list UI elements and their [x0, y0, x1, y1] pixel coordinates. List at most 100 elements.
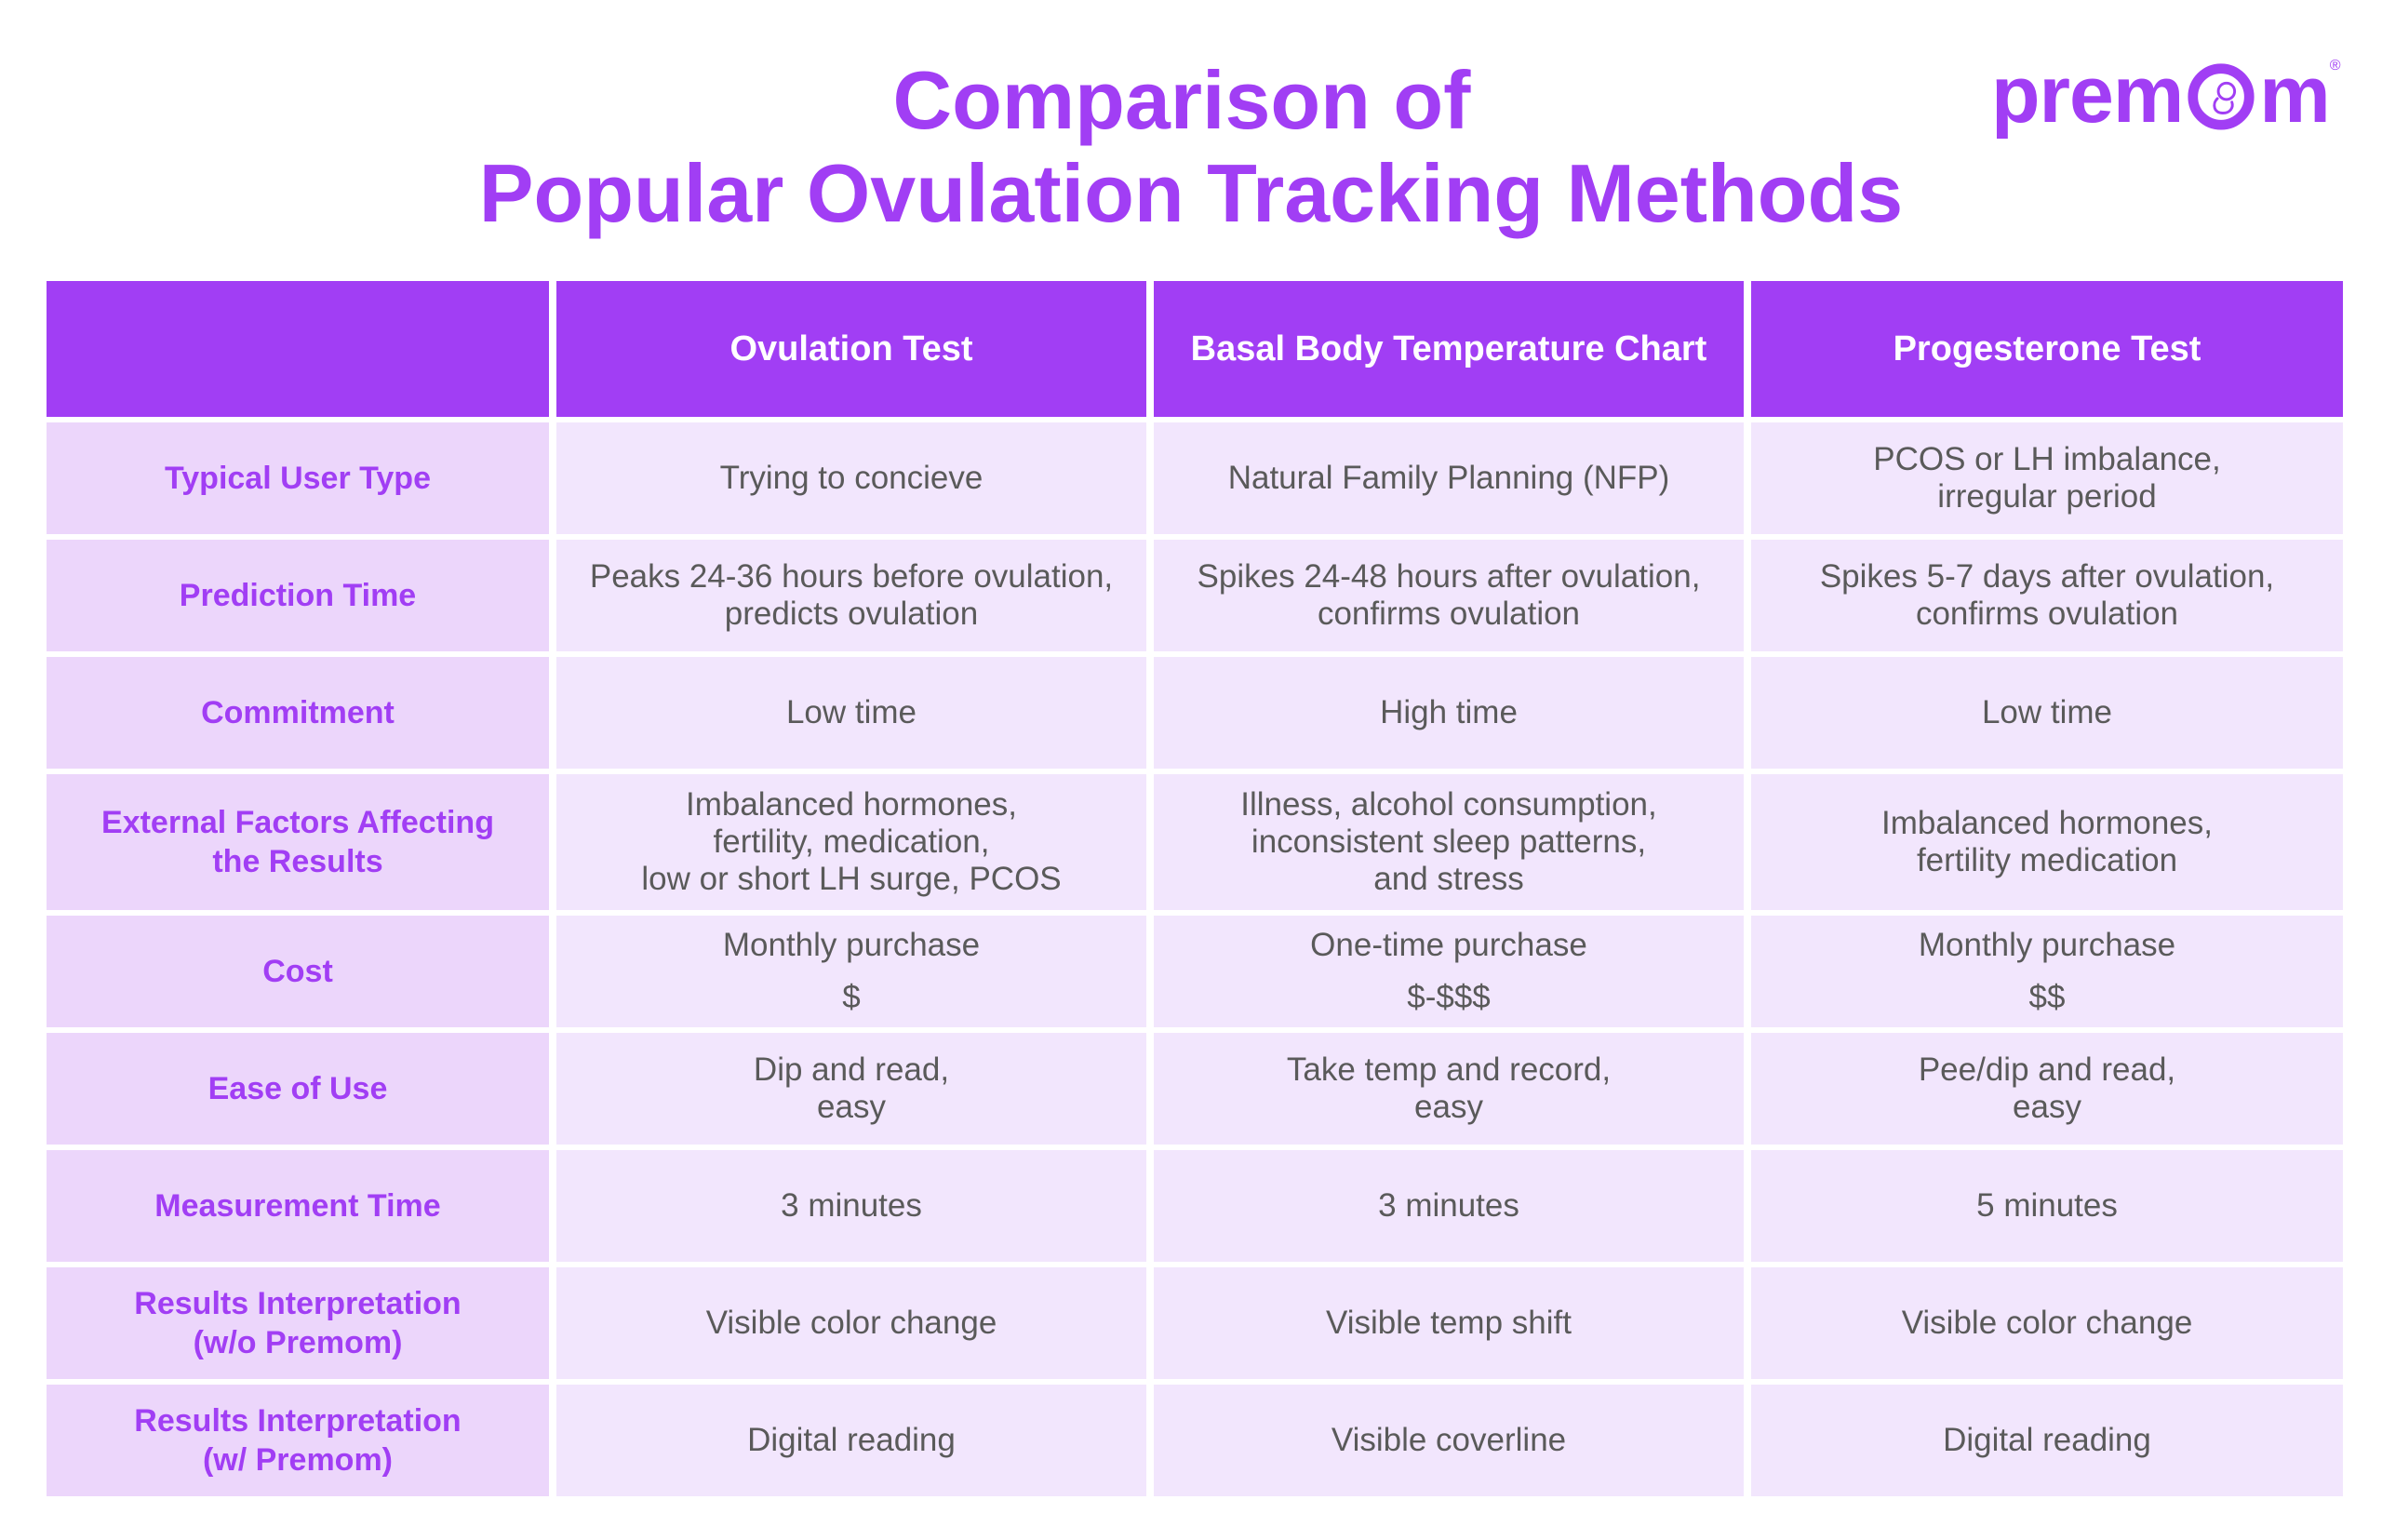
- cell-line: and stress: [1373, 861, 1524, 897]
- cell-line: easy: [1414, 1089, 1483, 1125]
- table-row: Cost Monthly purchase $ One-time purchase $-…: [47, 916, 2343, 1027]
- cell-line: Imbalanced hormones,: [685, 786, 1018, 823]
- logo-text-start: prem: [1991, 49, 2184, 140]
- row-label-line: Results Interpretation: [134, 1286, 462, 1321]
- row-label: External Factors Affecting the Results: [47, 774, 549, 910]
- row-label-line: (w/ Premom): [202, 1442, 394, 1478]
- cell-line: Monthly purchase: [1918, 927, 2176, 963]
- table-cell: Spikes 5-7 days after ovulation, confirms…: [1751, 540, 2343, 651]
- row-label-line: Commitment: [201, 695, 395, 730]
- table-cell: 5 minutes: [1751, 1150, 2343, 1262]
- row-label-line: Measurement Time: [154, 1188, 441, 1224]
- table-cell: One-time purchase $-$$$: [1154, 916, 1744, 1027]
- header-ovulation-test: Ovulation Test: [556, 281, 1146, 417]
- table-cell: Take temp and record, easy: [1154, 1033, 1744, 1145]
- table-cell: Monthly purchase $$: [1751, 916, 2343, 1027]
- table-cell: Low time: [556, 657, 1146, 769]
- table-cell: Low time: [1751, 657, 2343, 769]
- cost-price: $$: [2028, 979, 2066, 1015]
- cell-line: 5 minutes: [1976, 1187, 2118, 1224]
- table-cell: High time: [1154, 657, 1744, 769]
- cell-line: confirms ovulation: [1317, 596, 1581, 632]
- cell-line: Dip and read,: [753, 1051, 950, 1088]
- table-cell: Imbalanced hormones, fertility, medicatio…: [556, 774, 1146, 910]
- baby-in-o-icon: [2188, 63, 2255, 130]
- cell-line: Imbalanced hormones,: [1880, 805, 2214, 841]
- cell-line: One-time purchase: [1310, 927, 1587, 963]
- table-row: Prediction Time Peaks 24-36 hours before …: [47, 540, 2343, 651]
- row-label: Commitment: [47, 657, 549, 769]
- header-progesterone-test: Progesterone Test: [1751, 281, 2343, 417]
- cell-line: easy: [2013, 1089, 2081, 1125]
- table-row: Commitment Low time High time Low time: [47, 657, 2343, 769]
- table-cell: Digital reading: [1751, 1385, 2343, 1496]
- row-label-line: Prediction Time: [179, 578, 417, 613]
- row-label-line: Results Interpretation: [134, 1403, 462, 1439]
- row-label-line: (w/o Premom): [193, 1325, 403, 1360]
- table-row: External Factors Affecting the Results Imb…: [47, 774, 2343, 910]
- table-cell: PCOS or LH imbalance, irregular period: [1751, 422, 2343, 534]
- row-label: Measurement Time: [47, 1150, 549, 1262]
- cell-line: inconsistent sleep patterns,: [1251, 824, 1647, 860]
- row-label: Ease of Use: [47, 1033, 549, 1145]
- table-cell: Trying to concieve: [556, 422, 1146, 534]
- registered-mark: ®: [2329, 58, 2341, 74]
- cell-line: Low time: [1981, 694, 2113, 730]
- table-row: Measurement Time 3 minutes 3 minutes 5 minu…: [47, 1150, 2343, 1262]
- cell-line: Monthly purchase: [722, 927, 981, 963]
- cell-line: low or short LH surge, PCOS: [641, 861, 1062, 897]
- row-label-line: External Factors Affecting: [101, 805, 494, 840]
- table-row: Ease of Use Dip and read, easy Take temp an…: [47, 1033, 2343, 1145]
- row-label: Results Interpretation (w/o Premom): [47, 1267, 549, 1379]
- cell-line: Spikes 5-7 days after ovulation,: [1819, 558, 2275, 595]
- comparison-table: Ovulation Test Basal Body Temperature Ch…: [39, 275, 2350, 1502]
- row-label: Prediction Time: [47, 540, 549, 651]
- row-label-line: the Results: [212, 844, 383, 879]
- table-cell: Visible temp shift: [1154, 1267, 1744, 1379]
- cell-line: easy: [817, 1089, 886, 1125]
- cost-price: $-$$$: [1407, 979, 1491, 1015]
- cell-line: confirms ovulation: [1915, 596, 2179, 632]
- row-label-line: Cost: [262, 954, 333, 989]
- cell-line: Illness, alcohol consumption,: [1240, 786, 1657, 823]
- table-cell: Dip and read, easy: [556, 1033, 1146, 1145]
- table-cell: Visible color change: [1751, 1267, 2343, 1379]
- table-row: Results Interpretation (w/ Premom) Digital…: [47, 1385, 2343, 1496]
- cell-line: Pee/dip and read,: [1918, 1051, 2176, 1088]
- table-cell: Illness, alcohol consumption, inconsisten…: [1154, 774, 1744, 910]
- table-cell: Digital reading: [556, 1385, 1146, 1496]
- cell-line: 3 minutes: [1378, 1187, 1519, 1224]
- table-cell: Visible coverline: [1154, 1385, 1744, 1496]
- table-cell: Visible color change: [556, 1267, 1146, 1379]
- table-row: Typical User Type Trying to concieve Natur…: [47, 422, 2343, 534]
- cell-line: fertility medication: [1916, 842, 2178, 878]
- premom-logo: prem m ®: [1991, 48, 2341, 141]
- page-title-line-1: Comparison of: [892, 54, 1471, 146]
- cost-price: $: [842, 979, 861, 1015]
- table-cell: Monthly purchase $: [556, 916, 1146, 1027]
- cell-line: Visible color change: [705, 1305, 997, 1341]
- cell-line: Spikes 24-48 hours after ovulation,: [1197, 558, 1701, 595]
- table-header-row: Ovulation Test Basal Body Temperature Ch…: [47, 281, 2343, 417]
- row-label-line: Typical User Type: [165, 461, 431, 496]
- cell-line: Take temp and record,: [1286, 1051, 1612, 1088]
- cell-line: Digital reading: [747, 1422, 956, 1458]
- cell-line: irregular period: [1937, 478, 2157, 515]
- row-label: Results Interpretation (w/ Premom): [47, 1385, 549, 1496]
- header-empty: [47, 281, 549, 417]
- table-cell: Spikes 24-48 hours after ovulation, confi…: [1154, 540, 1744, 651]
- cell-line: predicts ovulation: [724, 596, 979, 632]
- table-row: Results Interpretation (w/o Premom) Visibl…: [47, 1267, 2343, 1379]
- table-cell: Peaks 24-36 hours before ovulation, predi…: [556, 540, 1146, 651]
- cell-line: fertility, medication,: [713, 824, 990, 860]
- cell-line: High time: [1380, 694, 1518, 730]
- cell-line: PCOS or LH imbalance,: [1873, 441, 2221, 477]
- cell-line: Visible coverline: [1331, 1422, 1567, 1458]
- logo-text-end: m: [2259, 49, 2330, 140]
- header-bbt-chart: Basal Body Temperature Chart: [1154, 281, 1744, 417]
- row-label: Typical User Type: [47, 422, 549, 534]
- cell-line: Visible color change: [1901, 1305, 2193, 1341]
- cell-line: 3 minutes: [781, 1187, 922, 1224]
- cell-line: Natural Family Planning (NFP): [1227, 460, 1670, 496]
- table-cell: Pee/dip and read, easy: [1751, 1033, 2343, 1145]
